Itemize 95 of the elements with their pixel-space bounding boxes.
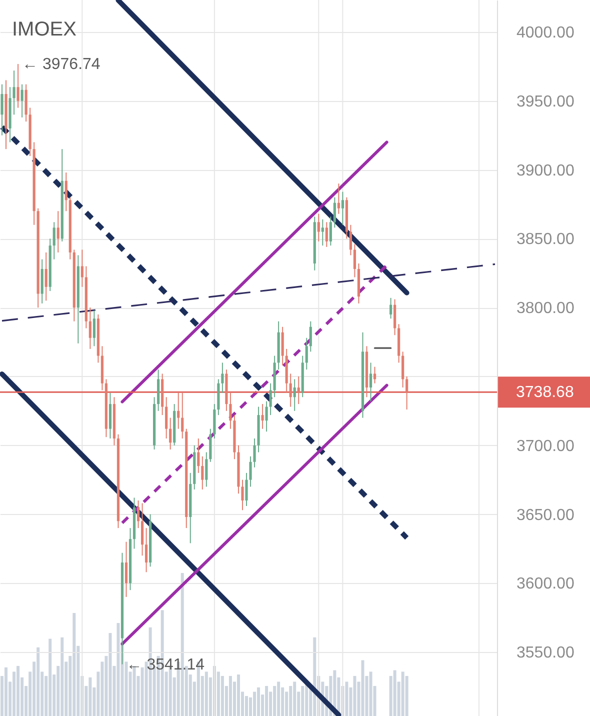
candlestick (124, 541, 128, 598)
candlestick (406, 376, 408, 410)
y-tick-label: 3700.00 (516, 438, 574, 455)
candlestick (20, 84, 24, 118)
candlestick (265, 400, 268, 432)
candlestick (88, 307, 92, 350)
annotation: ← 3541.14 (126, 656, 205, 674)
bar (72, 613, 76, 716)
bar (313, 637, 316, 716)
candlestick (261, 404, 264, 430)
y-tick-label: 3550.00 (516, 644, 574, 662)
candlestick (389, 297, 392, 320)
bar (345, 682, 348, 716)
bar (273, 686, 276, 716)
candlestick (229, 392, 232, 430)
bar (353, 676, 356, 716)
bar (244, 696, 248, 716)
bar (293, 682, 296, 716)
candlestick (281, 326, 284, 366)
candlestick (293, 378, 296, 412)
candlestick (221, 362, 224, 394)
bar (253, 692, 256, 716)
bar (401, 672, 404, 716)
candlestick (249, 456, 252, 488)
y-tick-label: 3600.00 (516, 576, 574, 593)
bar (301, 686, 304, 716)
candlestick (136, 500, 140, 529)
candlestick (0, 84, 4, 136)
bar (369, 672, 372, 716)
bar (277, 682, 280, 716)
bar (393, 670, 396, 716)
candlestick (341, 191, 344, 226)
candlestick (373, 366, 376, 384)
candlestick (325, 222, 328, 248)
candlestick (333, 196, 336, 228)
candlestick (140, 502, 144, 556)
candlestick (177, 392, 180, 430)
candlestick (289, 373, 292, 408)
bar (257, 687, 260, 716)
bar (36, 647, 40, 716)
candlestick (269, 382, 272, 416)
annotation: ← 3976.74 (22, 56, 100, 74)
candlestick (297, 376, 300, 405)
text: IMOEX (12, 18, 76, 40)
bar (361, 660, 364, 716)
candlestick (253, 438, 256, 468)
candlestick (64, 172, 68, 212)
bar (228, 676, 232, 716)
candlestick (321, 218, 324, 246)
candlestick (197, 438, 200, 474)
bar (116, 623, 120, 716)
bar (4, 667, 8, 716)
candlestick (393, 298, 396, 336)
bar (60, 637, 64, 716)
candlestick (353, 244, 356, 278)
candlestick (317, 213, 320, 242)
candlestick (169, 417, 172, 450)
bar (16, 666, 20, 716)
candlestick (205, 452, 208, 488)
bar (265, 686, 268, 716)
candlestick (369, 362, 372, 402)
y-tick-label: 3900.00 (516, 162, 574, 180)
candlestick (12, 70, 16, 116)
candlestick (52, 222, 56, 260)
bar (108, 633, 112, 716)
bar (48, 638, 52, 716)
candlestick (144, 528, 148, 573)
candlestick (402, 351, 404, 388)
y-tick-label: 4000.00 (516, 24, 574, 42)
candlestick (16, 64, 20, 108)
candlestick (305, 337, 308, 370)
candlestick (56, 210, 60, 253)
bar (88, 677, 92, 716)
y-tick-label: 3800.00 (516, 300, 574, 318)
bar (204, 672, 208, 716)
candlestick (241, 479, 244, 511)
y-tick-label: 3650.00 (516, 506, 574, 524)
candlestick (337, 183, 340, 214)
bar (220, 676, 224, 716)
y-tick-label: 3850.00 (516, 231, 574, 248)
candlestick (201, 456, 204, 490)
candlestick (181, 392, 184, 439)
bar (236, 674, 240, 716)
ref-line-label: 3738.68 (516, 384, 574, 402)
candlestick (44, 252, 48, 302)
candlestick (349, 224, 352, 256)
candlestick (309, 320, 312, 352)
candlestick (245, 472, 248, 506)
candlestick (329, 216, 332, 246)
candlestick (80, 249, 84, 288)
y-tick-label: 3950.00 (516, 93, 574, 110)
bar (289, 686, 292, 716)
bar (405, 676, 408, 716)
candlestick (92, 310, 96, 347)
candlestick (165, 396, 168, 439)
